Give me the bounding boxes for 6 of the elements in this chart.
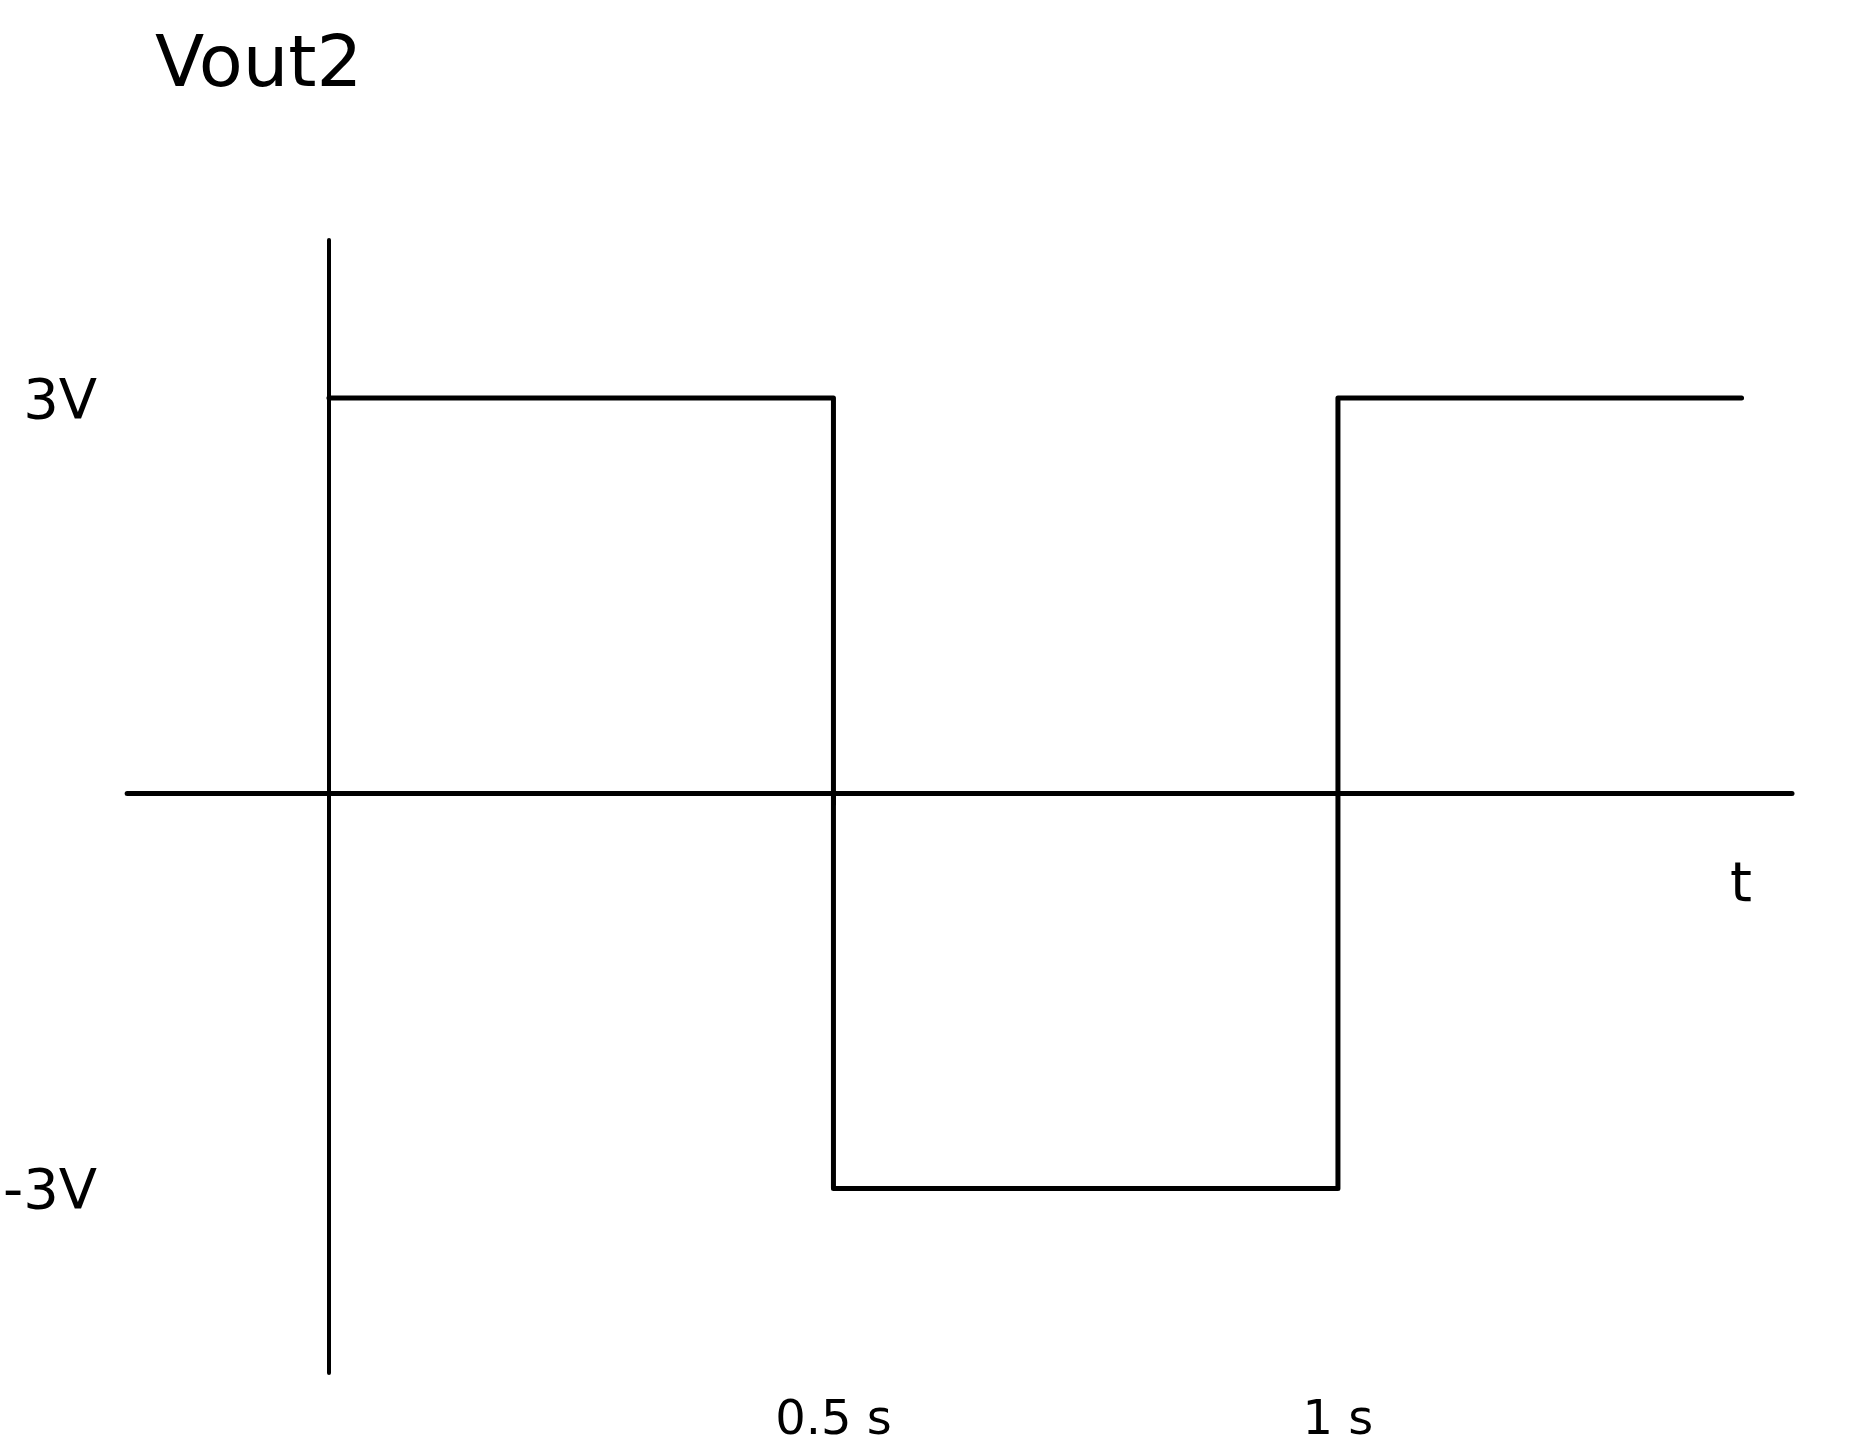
- chart-title: Vout2: [155, 19, 363, 103]
- x-axis-title: t: [1730, 848, 1752, 914]
- x-tick-label: 0.5 s: [775, 1389, 892, 1441]
- y-tick-label: 3V: [23, 365, 98, 431]
- x-tick-label: 1 s: [1302, 1389, 1374, 1441]
- y-tick-label: -3V: [2, 1156, 98, 1222]
